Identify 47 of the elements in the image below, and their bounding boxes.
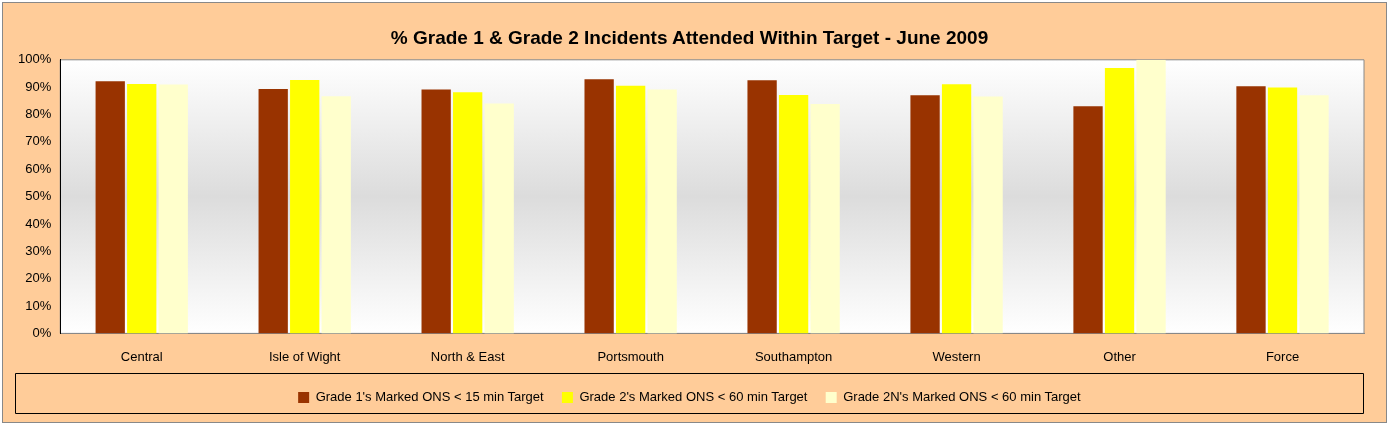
bar xyxy=(290,80,320,334)
y-tick-label: 60% xyxy=(25,160,52,176)
bar xyxy=(584,79,614,334)
y-tick-label: 90% xyxy=(25,78,52,94)
bar xyxy=(910,95,940,334)
bar xyxy=(484,103,514,334)
bar xyxy=(95,81,125,334)
bar xyxy=(453,92,483,334)
bar xyxy=(1299,95,1329,334)
bar xyxy=(615,85,646,334)
bar xyxy=(258,89,288,334)
bar xyxy=(647,89,677,334)
legend-label: Grade 2's Marked ONS < 60 min Target xyxy=(579,389,808,405)
x-tick-label: Central xyxy=(120,348,163,364)
bar xyxy=(127,83,157,334)
bar xyxy=(1073,106,1103,334)
y-tick-label: 0% xyxy=(32,324,52,340)
legend-label: Grade 1's Marked ONS < 15 min Target xyxy=(315,389,545,405)
x-tick-label: Other xyxy=(1103,348,1137,364)
bar xyxy=(1104,68,1135,334)
x-tick-label: Southampton xyxy=(754,348,833,364)
y-tick-label: 20% xyxy=(25,270,52,286)
bar xyxy=(158,84,188,334)
bar xyxy=(421,89,451,334)
bar xyxy=(747,80,777,334)
y-tick-label: 50% xyxy=(25,188,52,204)
x-tick-label: Western xyxy=(932,348,981,364)
legend-label: Grade 2N's Marked ONS < 60 min Target xyxy=(843,389,1082,405)
bar xyxy=(810,104,840,334)
bar xyxy=(941,84,972,334)
x-tick-label: North & East xyxy=(430,348,505,364)
bar xyxy=(321,96,351,334)
y-tick-label: 40% xyxy=(25,215,52,231)
y-tick-label: 80% xyxy=(25,106,52,122)
bar xyxy=(1136,59,1166,334)
bar xyxy=(1236,86,1266,334)
bar xyxy=(1267,87,1298,334)
chart-title: % Grade 1 & Grade 2 Incidents Attended Within Target - June 2009 xyxy=(390,26,989,48)
y-tick-label: 100% xyxy=(18,51,52,67)
bar xyxy=(973,96,1003,334)
y-tick-label: 10% xyxy=(25,297,52,313)
x-tick-label: Portsmouth xyxy=(597,348,664,364)
x-tick-label: Isle of Wight xyxy=(268,348,341,364)
y-tick-label: 30% xyxy=(25,242,52,258)
bar xyxy=(778,95,809,334)
y-tick-label: 70% xyxy=(25,133,52,149)
x-tick-label: Force xyxy=(1265,348,1300,364)
